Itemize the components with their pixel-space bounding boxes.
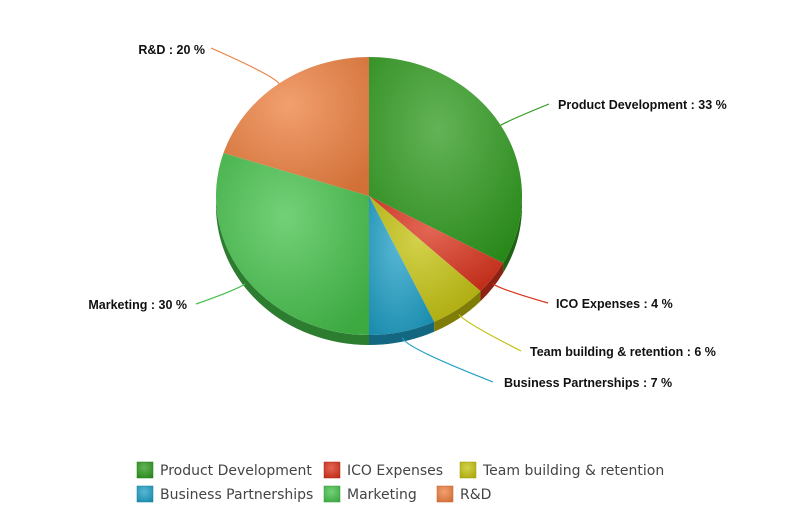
leader-rd (210, 47, 280, 84)
pie-depth (216, 196, 522, 345)
slice-business-partnerships[interactable] (369, 196, 435, 335)
depth-product-development (503, 196, 522, 273)
legend-swatch-team-building[interactable] (459, 461, 477, 479)
legend: Product Development ICO Expenses Team buil… (136, 461, 664, 503)
legend-swatch-ico-expenses[interactable] (323, 461, 341, 479)
slice-marketing[interactable] (216, 153, 369, 335)
leader-marketing (195, 283, 246, 305)
leader-business-partnerships (401, 337, 494, 383)
slice-product-development[interactable] (369, 57, 522, 263)
legend-label-rd[interactable]: R&D (460, 487, 491, 503)
leader-lines (195, 47, 550, 383)
data-labels: Product Development : 33 % ICO Expenses :… (88, 43, 726, 390)
data-label-business-partnerships: Business Partnerships : 7 % (504, 376, 672, 390)
depth-business-partnerships (369, 321, 435, 345)
legend-label-marketing[interactable]: Marketing (347, 487, 417, 503)
data-label-product-development: Product Development : 33 % (558, 98, 727, 112)
data-label-marketing: Marketing : 30 % (88, 298, 187, 312)
pie-slices (216, 57, 522, 335)
depth-ico-expenses (480, 262, 504, 302)
slice-team-building[interactable] (369, 196, 481, 322)
depth-team-building (434, 291, 481, 332)
leader-ico-expenses (492, 283, 549, 304)
legend-swatch-business-partnerships[interactable] (136, 485, 154, 503)
slice-ico-expenses[interactable] (369, 196, 504, 292)
legend-swatch-marketing[interactable] (323, 485, 341, 503)
legend-swatch-product-development[interactable] (136, 461, 154, 479)
data-label-rd: R&D : 20 % (138, 43, 205, 57)
legend-label-product-development[interactable]: Product Development (160, 463, 312, 479)
leader-product-development (500, 103, 550, 126)
data-label-team-building: Team building & retention : 6 % (530, 345, 716, 359)
leader-team-building (458, 314, 522, 352)
legend-label-ico-expenses[interactable]: ICO Expenses (347, 463, 443, 479)
legend-label-business-partnerships[interactable]: Business Partnerships (160, 487, 313, 503)
slice-rd[interactable] (223, 57, 369, 196)
legend-label-team-building[interactable]: Team building & retention (482, 463, 664, 479)
data-label-ico-expenses: ICO Expenses : 4 % (556, 297, 673, 311)
legend-swatch-rd[interactable] (436, 485, 454, 503)
